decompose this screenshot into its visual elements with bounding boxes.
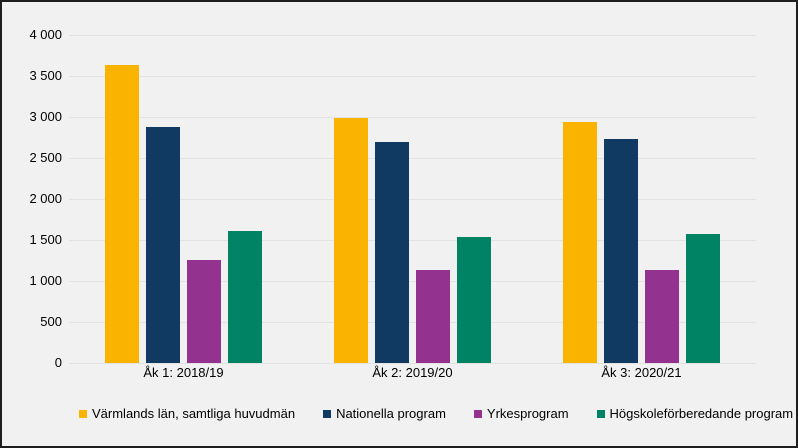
legend-item: Yrkesprogram — [473, 406, 569, 421]
gridline — [69, 239, 756, 241]
y-axis-tick-label: 1 500 — [29, 232, 62, 247]
legend-item: Värmlands län, samtliga huvudmän — [79, 406, 295, 421]
bar-v-rmlands-l-n-samtliga-huvudm-n — [105, 65, 139, 363]
bar-yrkesprogram — [187, 260, 221, 363]
bar-nationella-program — [375, 142, 409, 363]
bar-group-bars — [563, 35, 720, 363]
legend-swatch-icon — [79, 409, 87, 418]
bar-group-bars — [334, 35, 491, 363]
y-axis-tick-label: 4 000 — [29, 27, 62, 42]
bar-v-rmlands-l-n-samtliga-huvudm-n — [334, 118, 368, 363]
x-axis-category-label: Åk 1: 2018/19 — [143, 365, 224, 380]
legend-item: Högskoleförberedande program — [596, 406, 794, 421]
legend-item: Nationella program — [323, 406, 446, 421]
bar-h-gskolef-rberedande-program — [228, 231, 262, 363]
y-axis-tick-label: 500 — [40, 314, 62, 329]
gridline — [69, 75, 756, 77]
bar-v-rmlands-l-n-samtliga-huvudm-n — [563, 122, 597, 363]
gridline — [69, 362, 756, 364]
x-axis-category-label: Åk 3: 2020/21 — [601, 365, 682, 380]
bar-h-gskolef-rberedande-program — [686, 234, 720, 363]
bar-yrkesprogram — [416, 270, 450, 363]
y-axis-tick-label: 2 000 — [29, 191, 62, 206]
bar-nationella-program — [146, 127, 180, 363]
gridline — [69, 34, 756, 36]
y-axis-tick-label: 3 000 — [29, 109, 62, 124]
y-axis-tick-label: 2 500 — [29, 150, 62, 165]
y-axis-tick-label: 0 — [54, 355, 62, 370]
legend: Värmlands län, samtliga huvudmän Nationel… — [79, 406, 793, 421]
legend-label: Högskoleförberedande program — [609, 406, 794, 421]
bar-yrkesprogram — [645, 270, 679, 363]
gridline — [69, 321, 756, 323]
legend-label: Yrkesprogram — [486, 406, 569, 421]
legend-label: Nationella program — [336, 406, 446, 421]
bar-group: Åk 1: 2018/19 — [69, 35, 298, 383]
legend-swatch-icon — [473, 409, 482, 418]
x-axis-category-label: Åk 2: 2019/20 — [372, 365, 453, 380]
y-axis-tick-label: 1 000 — [29, 273, 62, 288]
legend-swatch-icon — [323, 409, 332, 418]
legend-label: Värmlands län, samtliga huvudmän — [92, 406, 296, 421]
bar-h-gskolef-rberedande-program — [457, 237, 491, 363]
gridline — [69, 157, 756, 159]
plot-area: Åk 1: 2018/19 Åk 2: 2019/20 Åk 3: 2020/21 — [69, 35, 756, 383]
bar-group: Åk 3: 2020/21 — [527, 35, 756, 383]
bar-group-bars — [105, 35, 262, 363]
legend-swatch-icon — [596, 409, 605, 418]
bar-group: Åk 2: 2019/20 — [298, 35, 527, 383]
gridline — [69, 280, 756, 282]
gridline — [69, 198, 756, 200]
y-axis-tick-label: 3 500 — [29, 68, 62, 83]
bar-nationella-program — [604, 139, 638, 363]
gridline — [69, 116, 756, 118]
